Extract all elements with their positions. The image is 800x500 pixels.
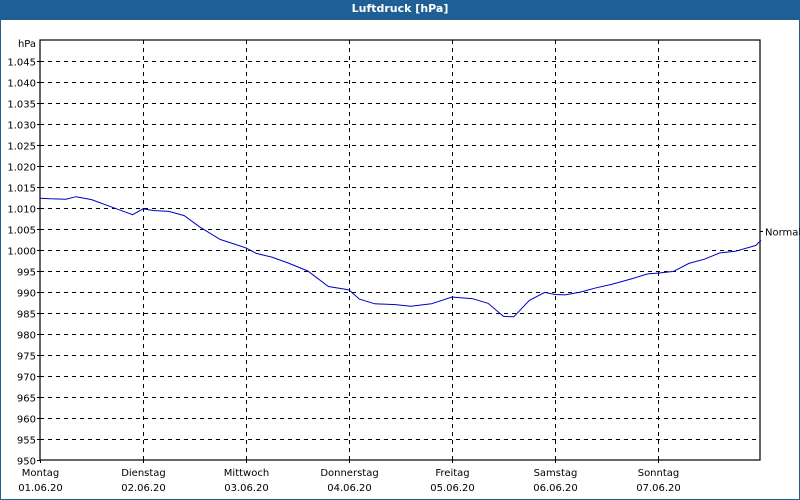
x-tick-day: Donnerstag — [320, 468, 378, 479]
y-tick-label: 995 — [17, 268, 36, 279]
pressure-series-line — [39, 196, 762, 318]
x-tick-day: Montag — [22, 468, 59, 479]
plot-area-border — [39, 39, 761, 461]
y-tick-label: 960 — [17, 415, 36, 426]
y-tick-label: 1.020 — [7, 163, 36, 174]
x-tick-date: 07.06.20 — [636, 483, 681, 494]
x-tick-date: 01.06.20 — [18, 483, 63, 494]
y-tick-label: 970 — [17, 373, 36, 384]
y-tick-label: 1.040 — [7, 79, 36, 90]
y-tick-label: 1.035 — [7, 100, 36, 111]
y-tick-label: 990 — [17, 289, 36, 300]
x-tick-day: Sonntag — [638, 468, 680, 479]
x-axis: Montag 01.06.20 Dienstag 02.06.20 Mittwoch 03… — [18, 460, 681, 494]
grid-lines — [40, 40, 760, 460]
y-tick-label: 1.000 — [7, 247, 36, 258]
y-tick-label: 965 — [17, 394, 36, 405]
y-tick-label: 1.005 — [7, 226, 36, 237]
y-tick-label: 985 — [17, 310, 36, 321]
normal-label: Normal — [765, 228, 800, 239]
y-tick-label: 1.015 — [7, 184, 36, 195]
x-tick-day: Dienstag — [121, 468, 166, 479]
y-tick-label: 1.025 — [7, 142, 36, 153]
y-tick-label: 975 — [17, 352, 36, 363]
y-tick-label: 950 — [17, 457, 36, 468]
y-axis: 950 955 960 965 970 975 980 985 990 995 1.000 1.005… — [7, 39, 40, 468]
x-tick-date: 06.06.20 — [533, 483, 578, 494]
y-tick-label: 980 — [17, 331, 36, 342]
x-tick-date: 03.06.20 — [224, 483, 269, 494]
normal-annotation: Normal — [760, 228, 800, 239]
y-tick-label: 955 — [17, 436, 36, 447]
chart-title: Luftdruck [hPa] — [0, 0, 800, 20]
x-tick-date: 05.06.20 — [430, 483, 475, 494]
y-tick-label: 1.045 — [7, 58, 36, 69]
x-tick-day: Freitag — [435, 468, 469, 479]
x-tick-date: 04.06.20 — [327, 483, 372, 494]
y-tick-label: 1.010 — [7, 205, 36, 216]
y-axis-unit-label: hPa — [18, 39, 36, 50]
x-tick-day: Samstag — [534, 468, 578, 479]
x-tick-day: Mittwoch — [224, 468, 269, 479]
x-tick-date: 02.06.20 — [121, 483, 166, 494]
y-tick-label: 1.030 — [7, 121, 36, 132]
